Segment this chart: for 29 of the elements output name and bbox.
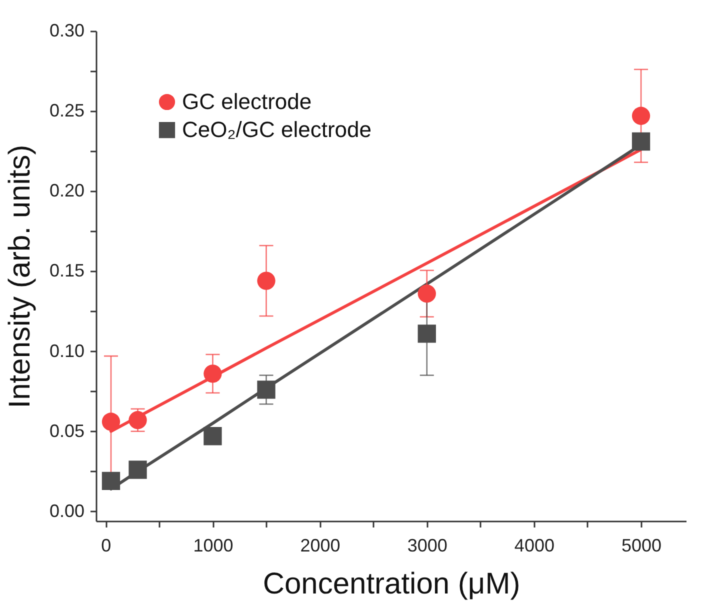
- y-tick-label: 0.00: [49, 500, 84, 521]
- point: [128, 460, 147, 479]
- x-tick-label: 1000: [193, 536, 234, 556]
- x-tick-label: 4000: [514, 536, 554, 556]
- x-tick-label: 2000: [300, 536, 340, 556]
- point: [632, 132, 650, 151]
- x-axis-title: Concentration (μM): [262, 568, 520, 600]
- y-tick-label: 0.25: [49, 100, 84, 121]
- y-tick-label: 0.05: [49, 420, 84, 441]
- point: [102, 412, 120, 431]
- point: [257, 272, 276, 290]
- x-tick-label: 5000: [622, 536, 662, 556]
- x-tick-label: 0: [101, 536, 112, 556]
- y-tick-label: 0.10: [49, 340, 84, 361]
- legend-label: CeO₂/GC electrode: [182, 117, 372, 142]
- point: [102, 472, 120, 490]
- point: [257, 380, 276, 399]
- point: [128, 411, 147, 430]
- y-tick-label: 0.20: [49, 180, 84, 201]
- y-tick-label: 0.15: [49, 260, 84, 281]
- point: [632, 106, 650, 125]
- point: [204, 364, 222, 383]
- y-tick-label: 0.30: [49, 20, 84, 40]
- point: [418, 284, 436, 303]
- y-axis-title: Intensity (arb. units): [3, 144, 36, 408]
- point: [204, 427, 222, 446]
- x-tick-label: 3000: [407, 536, 448, 556]
- point: [418, 324, 436, 343]
- legend-label: GC electrode: [182, 89, 312, 114]
